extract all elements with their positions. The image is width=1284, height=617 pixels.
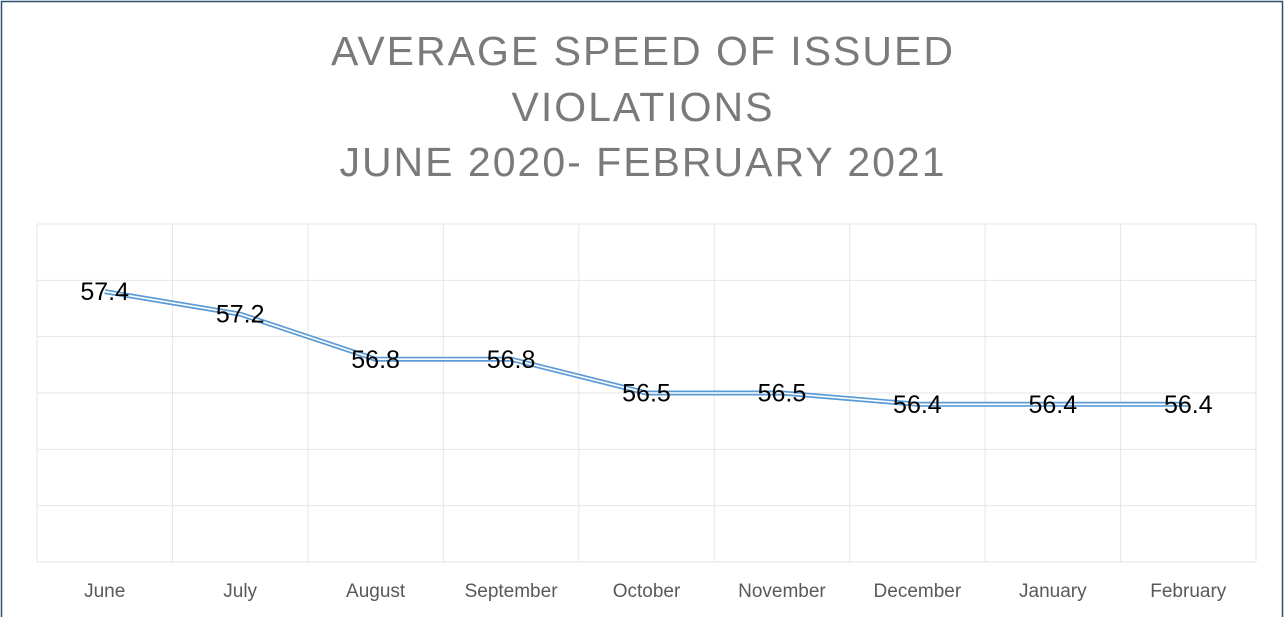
data-label: 56.8 (351, 346, 400, 374)
x-tick-label: February (1150, 581, 1227, 602)
data-label: 56.8 (487, 346, 536, 374)
x-tick-label: January (1019, 581, 1087, 602)
data-label: 57.2 (216, 301, 265, 329)
chart-title: JUNE 2020- FEBRUARY 2021 (339, 139, 946, 185)
x-tick-label: December (874, 581, 962, 602)
data-label: 56.4 (1164, 391, 1213, 419)
line-highlight (104, 290, 1189, 406)
data-label: 56.4 (1028, 391, 1077, 419)
data-label: 56.5 (622, 380, 671, 408)
x-tick-label: June (84, 581, 125, 602)
data-label: 56.5 (758, 380, 807, 408)
x-tick-label: August (346, 581, 406, 602)
chart-title: VIOLATIONS (511, 84, 774, 130)
chart-title: AVERAGE SPEED OF ISSUED (331, 28, 955, 74)
x-tick-label: October (613, 581, 681, 602)
x-tick-label: November (738, 581, 826, 602)
data-label: 56.4 (893, 391, 942, 419)
data-label: 57.4 (80, 278, 129, 306)
x-tick-label: September (465, 581, 559, 602)
x-tick-label: July (223, 581, 257, 602)
